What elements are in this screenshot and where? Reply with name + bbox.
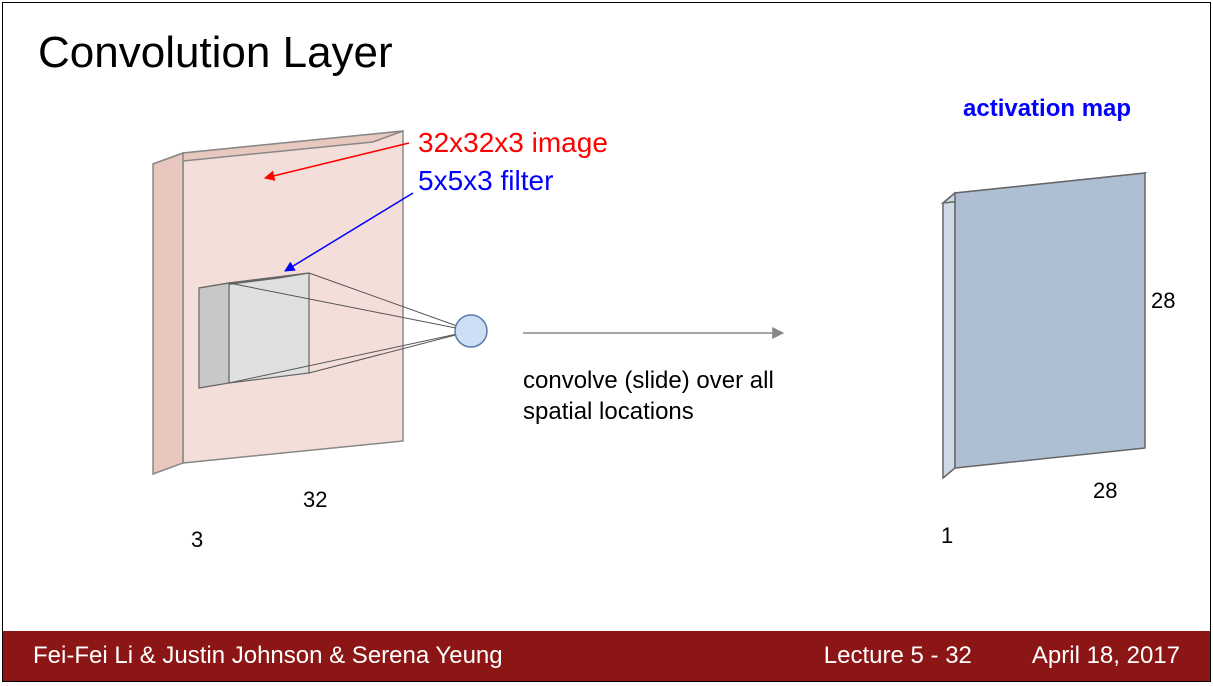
slide-container: Convolution Layer 32x32x3 image 5x5x3 fi… [2, 2, 1211, 682]
footer-authors: Fei-Fei Li & Justin Johnson & Serena Yeu… [33, 642, 824, 670]
neuron-circle [455, 315, 487, 347]
output-volume-shape [943, 173, 1145, 478]
footer-lecture: Lecture 5 - 32 [824, 642, 972, 670]
footer-date: April 18, 2017 [1032, 642, 1180, 670]
footer-bar: Fei-Fei Li & Justin Johnson & Serena Yeu… [3, 631, 1210, 681]
filter-volume-shape [199, 273, 309, 388]
diagram-svg [3, 3, 1212, 633]
